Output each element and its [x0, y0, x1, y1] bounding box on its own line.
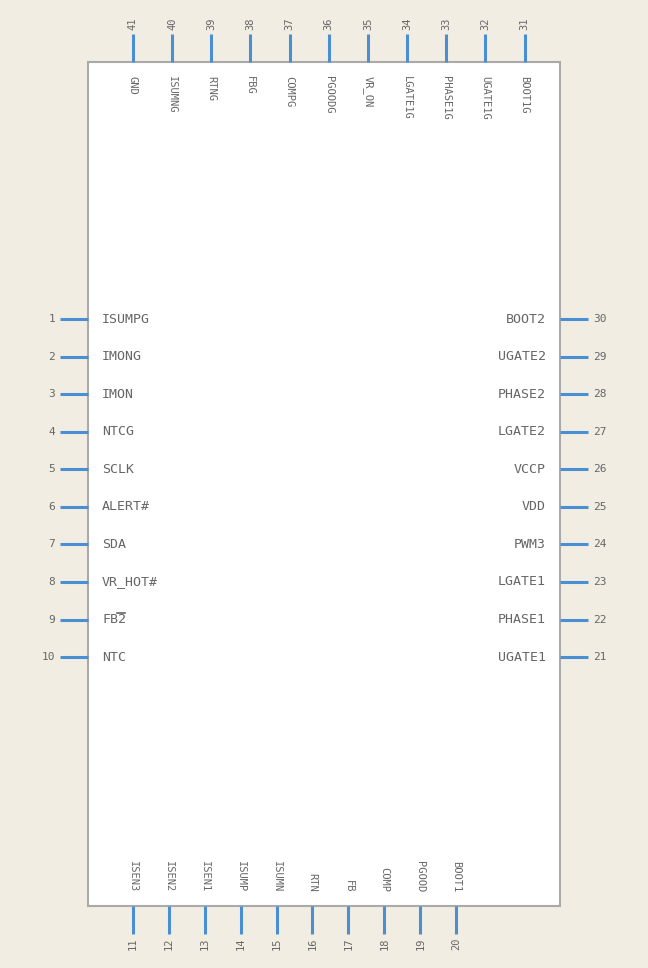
Text: 34: 34: [402, 17, 412, 30]
Text: NTCG: NTCG: [102, 426, 134, 439]
Text: LGATE2: LGATE2: [498, 426, 546, 439]
Text: 27: 27: [593, 427, 607, 437]
Text: SDA: SDA: [102, 538, 126, 551]
Text: SCLK: SCLK: [102, 463, 134, 476]
Text: PHASE1G: PHASE1G: [441, 76, 451, 120]
Text: 13: 13: [200, 938, 210, 951]
Text: 10: 10: [41, 652, 55, 662]
Text: PGOOD: PGOOD: [415, 861, 425, 892]
Text: UGATE1G: UGATE1G: [480, 76, 491, 120]
Text: BOOT2: BOOT2: [506, 313, 546, 326]
Text: VR_HOT#: VR_HOT#: [102, 576, 158, 589]
Text: 6: 6: [48, 502, 55, 512]
Text: 1: 1: [48, 315, 55, 324]
Text: 2: 2: [48, 352, 55, 362]
Text: 15: 15: [272, 938, 281, 951]
Text: 24: 24: [593, 539, 607, 550]
Text: UGATE1: UGATE1: [498, 650, 546, 663]
Text: 7: 7: [48, 539, 55, 550]
Text: COMP: COMP: [379, 867, 389, 892]
Text: ISEN1: ISEN1: [200, 861, 210, 892]
Text: 20: 20: [451, 938, 461, 951]
Text: RTNG: RTNG: [206, 76, 216, 101]
Text: 19: 19: [415, 938, 425, 951]
Text: FB2: FB2: [102, 613, 126, 626]
Text: FBG: FBG: [246, 76, 255, 95]
Text: LGATE1: LGATE1: [498, 576, 546, 589]
Text: BOOT1G: BOOT1G: [520, 76, 529, 113]
Text: COMPG: COMPG: [284, 76, 295, 107]
Text: 39: 39: [206, 17, 216, 30]
Text: ISUMN: ISUMN: [272, 861, 281, 892]
Text: IMONG: IMONG: [102, 350, 142, 363]
Text: 18: 18: [379, 938, 389, 951]
Bar: [88, 62, 560, 906]
Text: 33: 33: [441, 17, 451, 30]
Text: ALERT#: ALERT#: [102, 500, 150, 513]
Text: 41: 41: [128, 17, 138, 30]
Text: UGATE2: UGATE2: [498, 350, 546, 363]
Text: RTN: RTN: [307, 873, 318, 892]
Text: 8: 8: [48, 577, 55, 587]
Text: 32: 32: [480, 17, 491, 30]
Text: 21: 21: [593, 652, 607, 662]
Text: 40: 40: [167, 17, 177, 30]
Text: 11: 11: [128, 938, 138, 951]
Text: GND: GND: [128, 76, 138, 95]
Text: IMON: IMON: [102, 388, 134, 401]
Text: PWM3: PWM3: [514, 538, 546, 551]
Text: 37: 37: [284, 17, 295, 30]
Text: VCCP: VCCP: [514, 463, 546, 476]
Text: 9: 9: [48, 615, 55, 624]
Text: 12: 12: [164, 938, 174, 951]
Text: ISEN3: ISEN3: [128, 861, 138, 892]
Text: 16: 16: [307, 938, 318, 951]
Text: 23: 23: [593, 577, 607, 587]
Text: NTC: NTC: [102, 650, 126, 663]
Text: 14: 14: [236, 938, 246, 951]
Text: LGATE1G: LGATE1G: [402, 76, 412, 120]
Text: 25: 25: [593, 502, 607, 512]
Text: 35: 35: [363, 17, 373, 30]
Text: FB: FB: [343, 880, 353, 892]
Text: 36: 36: [324, 17, 334, 30]
Text: 3: 3: [48, 389, 55, 400]
Text: ISUMPG: ISUMPG: [102, 313, 150, 326]
Text: VDD: VDD: [522, 500, 546, 513]
Text: 38: 38: [246, 17, 255, 30]
Text: 17: 17: [343, 938, 353, 951]
Text: ISUMP: ISUMP: [236, 861, 246, 892]
Text: PHASE1: PHASE1: [498, 613, 546, 626]
Text: 4: 4: [48, 427, 55, 437]
Text: 26: 26: [593, 465, 607, 474]
Text: PGOODG: PGOODG: [324, 76, 334, 113]
Text: 31: 31: [520, 17, 529, 30]
Text: BOOT1: BOOT1: [451, 861, 461, 892]
Text: 22: 22: [593, 615, 607, 624]
Text: 30: 30: [593, 315, 607, 324]
Text: VR_ON: VR_ON: [362, 76, 373, 107]
Text: PHASE2: PHASE2: [498, 388, 546, 401]
Text: 5: 5: [48, 465, 55, 474]
Text: ISEN2: ISEN2: [164, 861, 174, 892]
Text: 29: 29: [593, 352, 607, 362]
Text: 28: 28: [593, 389, 607, 400]
Text: ISUMNG: ISUMNG: [167, 76, 177, 113]
